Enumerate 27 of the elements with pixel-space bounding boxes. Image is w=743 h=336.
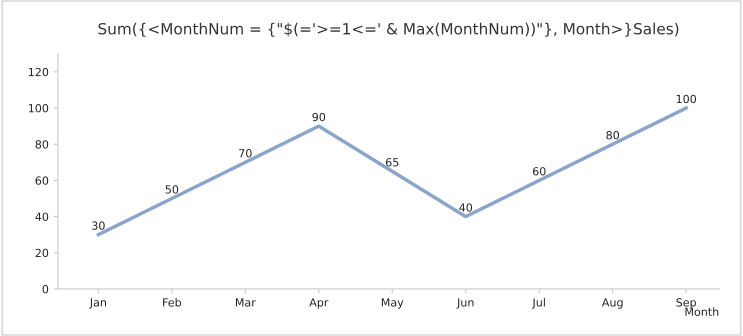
- x-tick-label: Jun: [456, 298, 474, 309]
- x-tick-label: Aug: [602, 298, 623, 309]
- x-tick-label: Feb: [163, 298, 182, 307]
- x-tick-label: Apr: [309, 298, 328, 309]
- x-tick-label: Sep: [676, 298, 696, 309]
- y-tick-label: 20: [36, 248, 48, 258]
- data-label: 70: [239, 149, 252, 158]
- x-axis-title: Month: [685, 307, 718, 316]
- data-label: 65: [386, 158, 398, 166]
- y-tick-label: 40: [35, 212, 48, 221]
- x-tick-label: Jan: [89, 298, 106, 309]
- x-tick-label: Mar: [236, 298, 256, 307]
- data-label: 60: [532, 167, 546, 176]
- y-tick-label: 100: [28, 104, 48, 112]
- x-tick-label: May: [382, 298, 404, 309]
- data-label: 90: [312, 112, 326, 122]
- y-tick-label: 60: [36, 176, 48, 185]
- y-tick-label: 120: [28, 68, 48, 76]
- data-label: 50: [166, 185, 178, 194]
- data-label: 80: [606, 130, 620, 140]
- data-label: 30: [92, 221, 105, 230]
- y-tick-label: 80: [36, 140, 48, 149]
- x-tick-label: Jul: [532, 298, 545, 309]
- y-tick-label: 0: [42, 284, 48, 294]
- chart-title: Sum({<MonthNum = {"$(='>=1<=' & Max(MonthNum))"}, Month>}Sales): [98, 22, 678, 37]
- data-label: 100: [676, 94, 696, 104]
- data-label: 40: [459, 203, 472, 212]
